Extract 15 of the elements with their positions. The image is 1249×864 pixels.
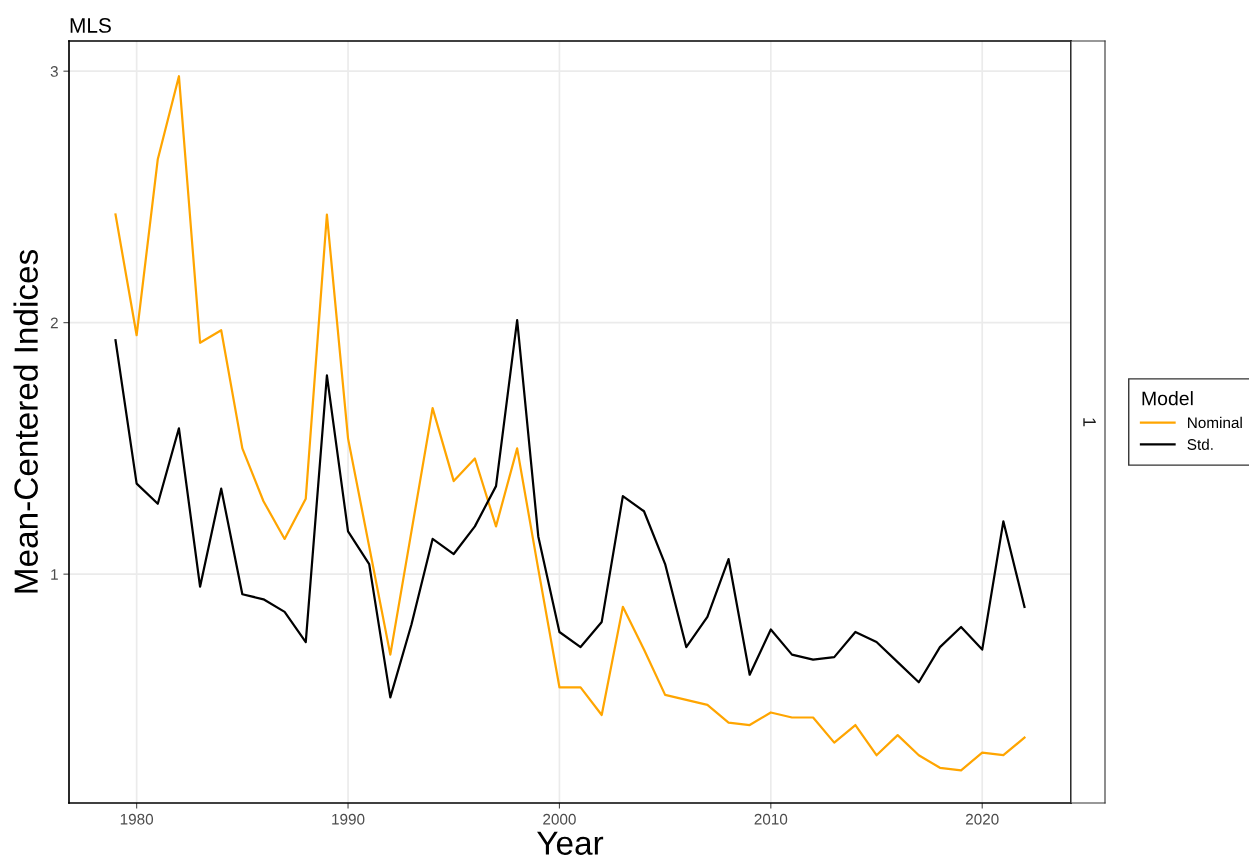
x-tick-label: 2000 [543, 813, 576, 825]
y-axis-title: Mean-Centered Indices [13, 249, 38, 593]
y-tick-label: 2 [50, 317, 58, 329]
text: 1 [1083, 418, 1096, 427]
x-tick-label: 2020 [965, 813, 999, 825]
chart-title: MLS [70, 18, 111, 33]
legend-label: Std. [1187, 438, 1213, 450]
legend-title: Model [1142, 391, 1193, 406]
legend-label: Nominal [1188, 416, 1242, 429]
x-axis-title: Year [537, 831, 604, 855]
x-tick-label: 1990 [332, 813, 365, 825]
x-tick-label: 1980 [120, 813, 154, 825]
y-tick-label: 1 [51, 569, 58, 580]
x-tick-label: 2010 [754, 813, 788, 825]
y-tick-label: 3 [50, 66, 58, 77]
